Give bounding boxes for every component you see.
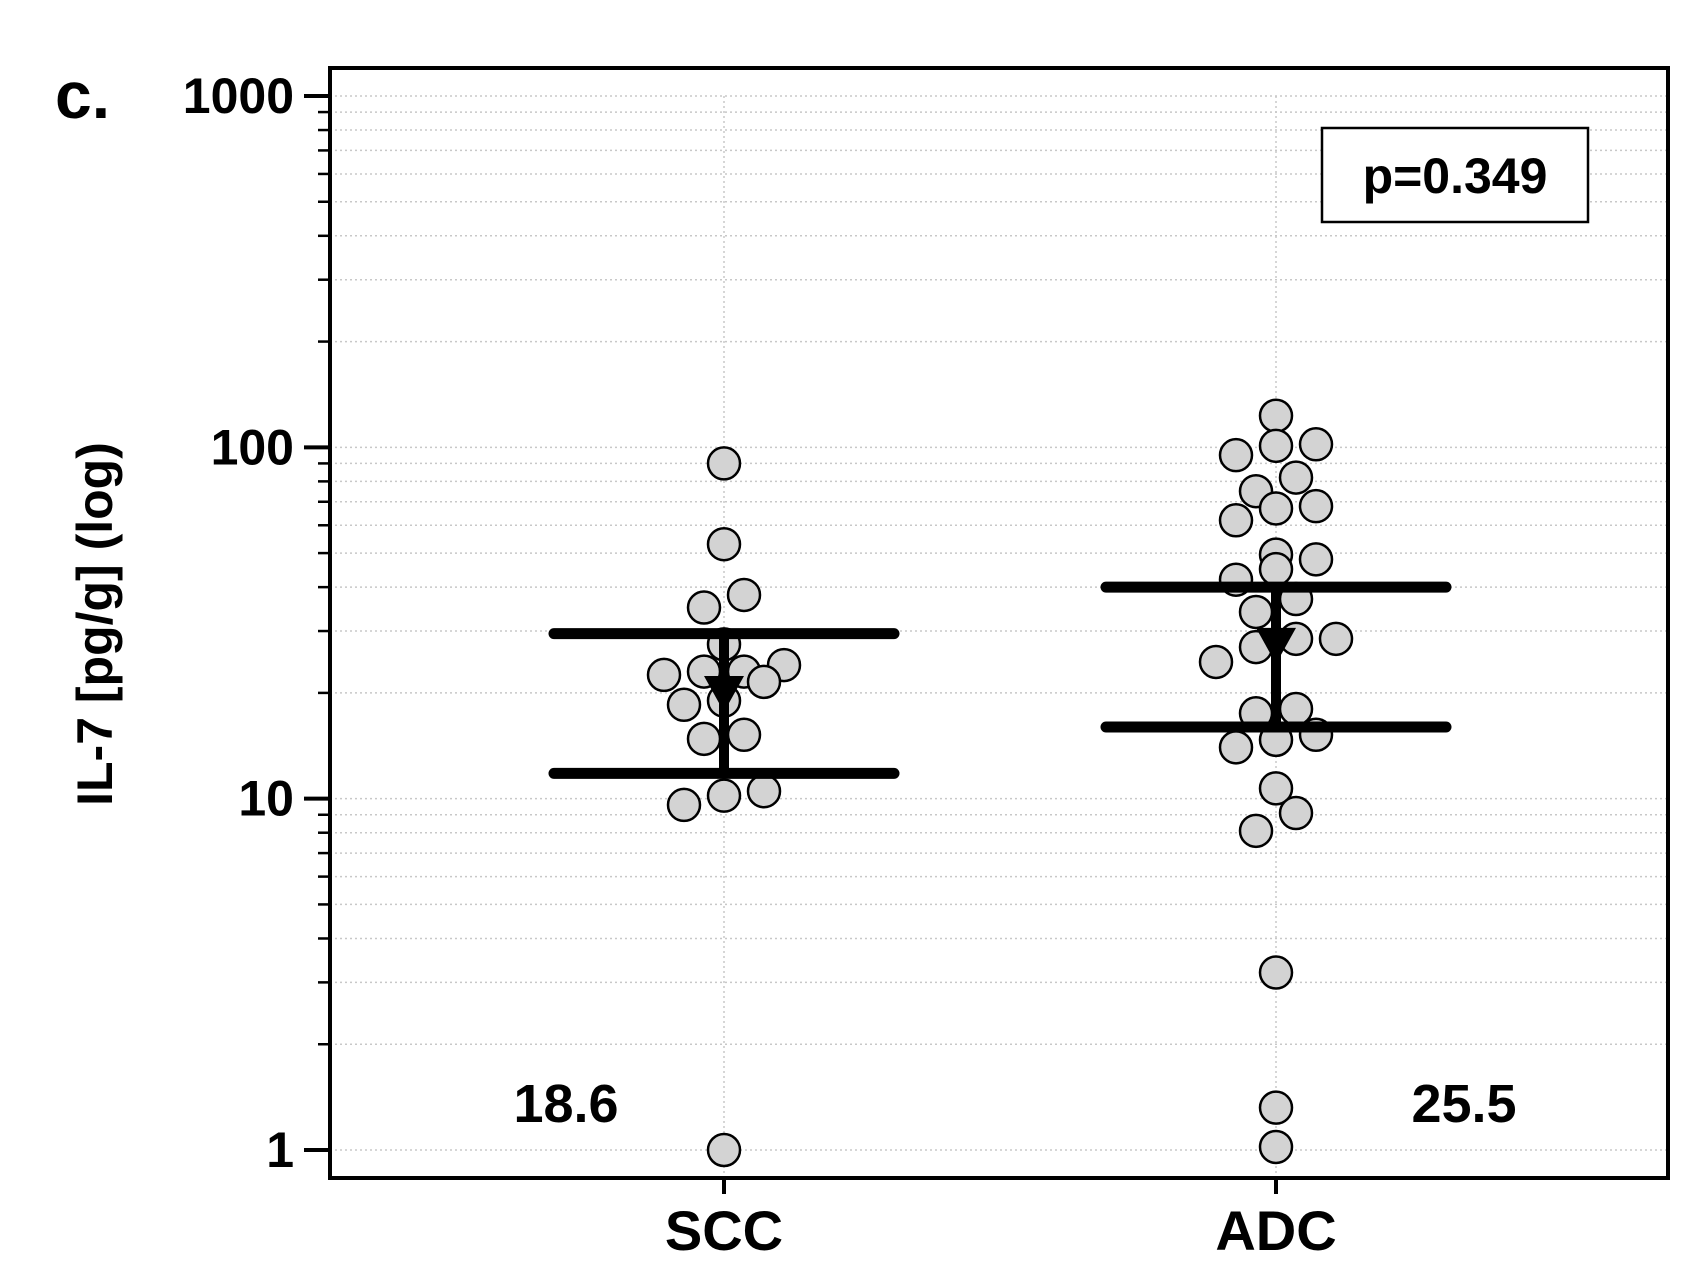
group-adc: 25.5 <box>1100 398 1517 1165</box>
data-point <box>1258 428 1294 464</box>
data-point <box>1258 491 1294 526</box>
data-point <box>1318 621 1354 657</box>
data-point <box>686 721 722 757</box>
data-point <box>666 687 702 723</box>
data-point <box>1298 542 1334 577</box>
data-point <box>1258 398 1294 433</box>
data-point <box>1258 1090 1294 1125</box>
group-scc: 18.6 <box>513 446 900 1168</box>
data-point <box>726 577 762 613</box>
median-value-label: 18.6 <box>513 1074 618 1134</box>
data-point <box>1298 488 1334 524</box>
data-point <box>706 446 742 481</box>
median-marker <box>1256 627 1296 664</box>
p-value-box: p=0.349 <box>1320 126 1590 224</box>
y-axis: 1 10 100 1000 <box>183 68 330 1178</box>
x-category-label: SCC <box>665 1199 783 1262</box>
median-value-label: 25.5 <box>1411 1074 1516 1134</box>
data-point <box>1278 460 1314 495</box>
y-tick-label: 100 <box>211 419 294 475</box>
data-point <box>646 657 682 693</box>
x-axis: SCC ADC <box>665 1178 1337 1262</box>
data-point <box>746 664 782 700</box>
data-point <box>706 1132 742 1168</box>
p-value-label: p=0.349 <box>1363 148 1548 204</box>
p-value-border <box>1320 126 1590 224</box>
data-point <box>746 773 782 809</box>
data-point <box>1218 503 1254 538</box>
data-point <box>1218 437 1254 473</box>
x-category-label: ADC <box>1215 1199 1336 1262</box>
data-point <box>1258 551 1294 587</box>
data-point <box>1258 771 1294 806</box>
y-tick-label: 1 <box>266 1122 294 1178</box>
data-point <box>706 526 742 562</box>
panel-label: c. <box>55 58 110 132</box>
plot-frame <box>328 66 1670 1180</box>
y-tick-label: 1000 <box>183 68 294 124</box>
data-point <box>1238 594 1274 630</box>
gridlines <box>330 95 1668 1178</box>
data-point <box>1258 1129 1294 1165</box>
data-point <box>726 717 762 753</box>
data-point <box>1298 427 1334 462</box>
data-point <box>666 787 702 823</box>
data-point <box>686 590 722 625</box>
data-marks: 18.6 25.5 <box>513 398 1517 1168</box>
data-point <box>706 778 742 813</box>
data-point <box>1278 795 1314 831</box>
y-tick-label: 10 <box>238 771 294 827</box>
data-point <box>1238 813 1274 849</box>
y-axis-title: IL-7 [pg/g] (log) <box>67 442 123 806</box>
median-marker <box>704 675 744 712</box>
data-point <box>1198 644 1234 680</box>
data-point <box>1218 730 1254 765</box>
data-point <box>1258 955 1294 990</box>
